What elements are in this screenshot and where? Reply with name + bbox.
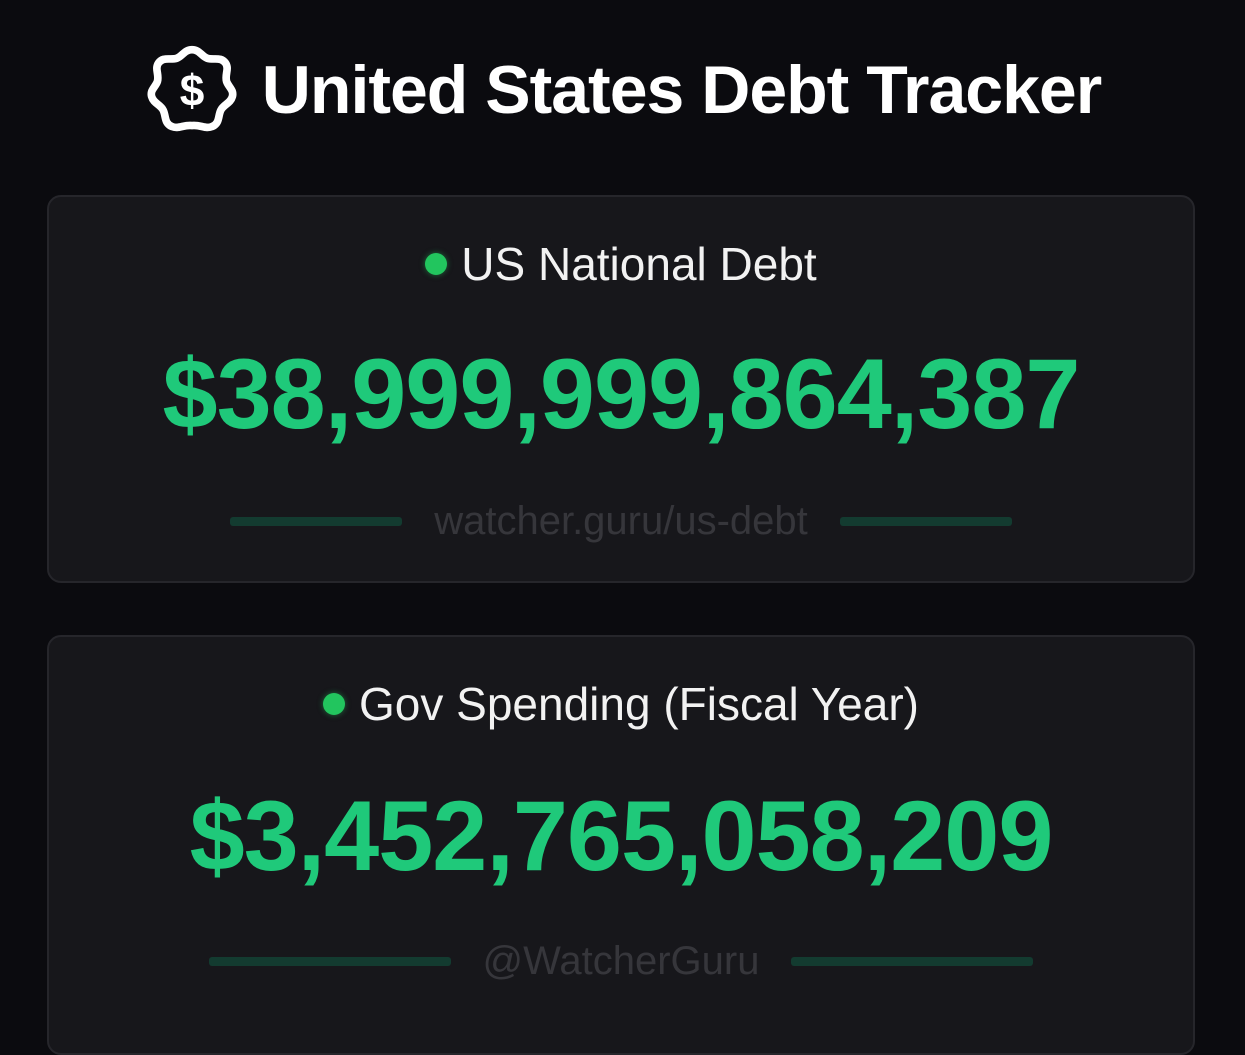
page-title: United States Debt Tracker bbox=[261, 52, 1102, 128]
divider-line bbox=[230, 517, 403, 526]
card-label: Gov Spending (Fiscal Year) bbox=[359, 678, 919, 730]
source-link-text: watcher.guru/us-debt bbox=[434, 499, 808, 543]
card-label-row: US National Debt bbox=[49, 237, 1193, 291]
divider-line bbox=[208, 957, 451, 966]
live-indicator-dot bbox=[323, 693, 345, 715]
card-footer: watcher.guru/us-debt bbox=[49, 499, 1193, 544]
live-indicator-dot bbox=[425, 253, 448, 275]
handle-text: @WatcherGuru bbox=[482, 939, 760, 983]
card-footer: @WatcherGuru bbox=[49, 939, 1193, 984]
gov-spending-card: Gov Spending (Fiscal Year) $3,452,765,05… bbox=[47, 635, 1195, 1055]
card-label-row: Gov Spending (Fiscal Year) bbox=[49, 677, 1193, 731]
card-label: US National Debt bbox=[461, 238, 817, 290]
national-debt-value: $38,999,999,864,387 bbox=[162, 338, 1081, 449]
svg-text:$: $ bbox=[180, 66, 205, 115]
gov-spending-value: $3,452,765,058,209 bbox=[189, 780, 1054, 891]
divider-line bbox=[791, 957, 1034, 966]
divider-line bbox=[839, 517, 1012, 526]
national-debt-card: US National Debt $38,999,999,864,387 wat… bbox=[47, 195, 1195, 583]
header: $ United States Debt Tracker bbox=[0, 42, 1245, 138]
dollar-badge-icon: $ bbox=[147, 45, 237, 132]
